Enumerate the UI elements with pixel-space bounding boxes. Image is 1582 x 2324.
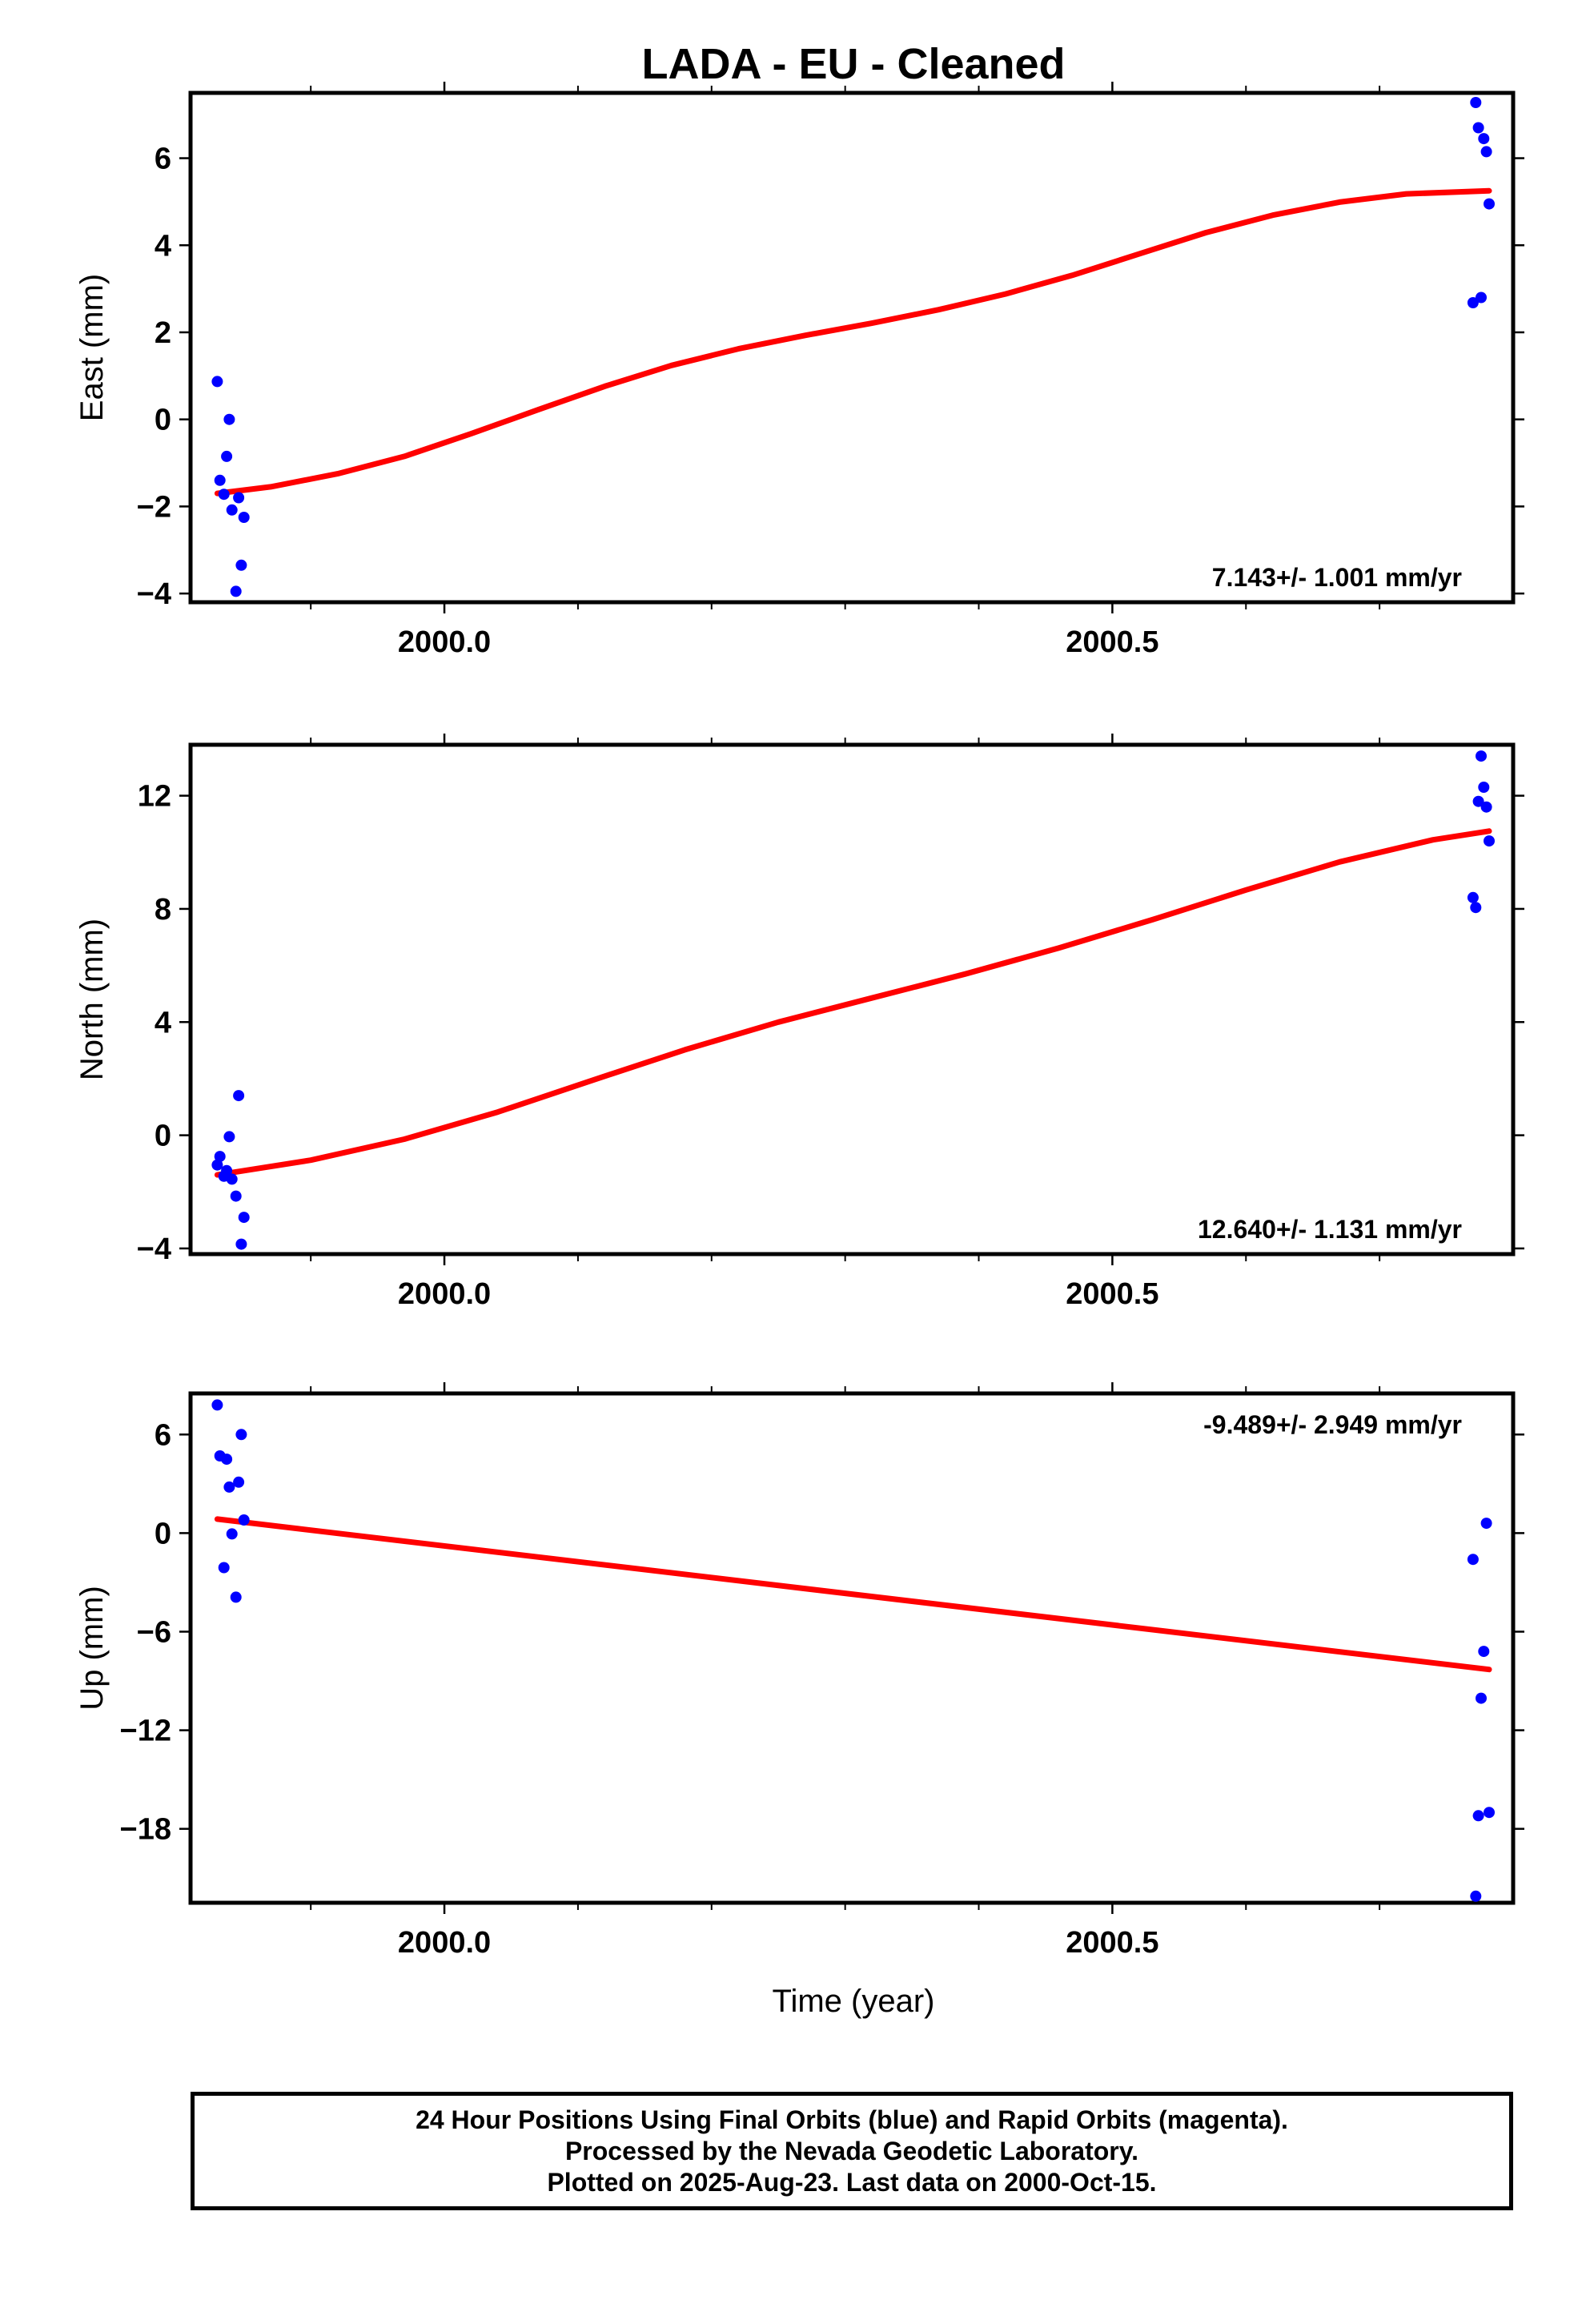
north-y-tick-label: 8 xyxy=(155,893,171,927)
up-data-point xyxy=(1470,1890,1482,1902)
footer-info-box: 24 Hour Positions Using Final Orbits (bl… xyxy=(191,2092,1513,2210)
east-y-tick-label: 0 xyxy=(155,404,171,437)
north-y-axis-label: North (mm) xyxy=(74,919,110,1080)
up-data-point xyxy=(1467,1554,1479,1566)
panels: 2000.0 2000.5 −4 −2 0 2 4 6 East (mm) 7.143+/- 1.… xyxy=(74,82,1524,1960)
up-data-point xyxy=(1472,1810,1484,1822)
footer-line-orbits: 24 Hour Positions Using Final Orbits (bl… xyxy=(416,2105,1288,2134)
north-x-tick-label: 2000.5 xyxy=(1066,1277,1158,1311)
north-trend-line xyxy=(214,828,1492,1178)
up-x-tick-label: 2000.5 xyxy=(1066,1926,1158,1960)
up-data-point xyxy=(233,1476,245,1488)
east-panel: 2000.0 2000.5 −4 −2 0 2 4 6 East (mm) 7.143+/- 1.… xyxy=(74,82,1524,659)
north-data-point xyxy=(226,1173,238,1185)
up-x-tick-label: 2000.0 xyxy=(398,1926,491,1960)
east-data-point xyxy=(235,559,247,571)
east-data-point xyxy=(223,413,235,425)
north-data-point xyxy=(1472,795,1484,807)
north-data-point xyxy=(1476,750,1487,762)
north-x-tick-label: 2000.0 xyxy=(398,1277,491,1311)
up-y-tick-label: −12 xyxy=(120,1715,171,1748)
east-data-point xyxy=(1467,297,1479,308)
north-data-point xyxy=(230,1190,242,1202)
north-data-point xyxy=(214,1151,226,1163)
east-data-point xyxy=(1478,133,1490,145)
up-data-layer xyxy=(211,1399,1495,1902)
east-y-tick-label: −4 xyxy=(137,577,171,611)
up-data-point xyxy=(223,1481,235,1493)
up-data-point xyxy=(238,1514,250,1526)
up-data-point xyxy=(211,1399,223,1411)
east-data-point xyxy=(1472,122,1484,134)
north-rate-label: 12.640+/- 1.131 mm/yr xyxy=(1198,1215,1462,1244)
north-data-point xyxy=(1480,801,1492,813)
east-y-axis-label: East (mm) xyxy=(74,274,110,421)
up-y-tick-label: 0 xyxy=(155,1517,171,1550)
north-data-layer xyxy=(211,750,1495,1250)
east-trend-line xyxy=(214,187,1492,497)
east-data-point xyxy=(233,492,245,504)
up-data-point xyxy=(1484,1807,1495,1819)
north-data-point xyxy=(238,1212,250,1224)
east-data-point xyxy=(1480,146,1492,158)
up-panel: 2000.0 2000.5 −18 −12 −6 0 6 Up (mm) -9.489+/- 2… xyxy=(74,1382,1524,1960)
east-plot-frame xyxy=(188,90,1516,605)
north-panel: 2000.0 2000.5 −4 0 4 8 12 North (mm) 12.640+/- 1… xyxy=(74,734,1524,1311)
chart-title: LADA - EU - Cleaned xyxy=(641,40,1065,88)
east-data-point xyxy=(1476,292,1487,304)
north-y-tick-label: 4 xyxy=(155,1006,171,1039)
east-data-point xyxy=(226,504,238,516)
east-data-point xyxy=(238,512,250,523)
north-data-point xyxy=(1470,902,1482,914)
east-y-tick-label: 2 xyxy=(155,316,171,350)
north-data-point xyxy=(221,1164,233,1176)
x-axis-label: Time (year) xyxy=(773,1984,935,2019)
east-data-point xyxy=(218,489,230,501)
east-x-tick-label: 2000.0 xyxy=(398,625,491,659)
east-data-point xyxy=(221,450,233,462)
east-y-tick-label: −2 xyxy=(137,490,171,524)
north-data-point xyxy=(235,1238,247,1250)
east-data-point xyxy=(214,474,226,486)
east-data-point xyxy=(230,585,242,597)
up-plot-frame xyxy=(188,1391,1516,1905)
east-y-tick-label: 6 xyxy=(155,143,171,176)
footer-line-dates: Plotted on 2025-Aug-23. Last data on 200… xyxy=(547,2167,1157,2197)
up-data-point xyxy=(226,1528,238,1540)
east-y-tick-label: 4 xyxy=(155,229,171,263)
north-y-tick-label: −4 xyxy=(137,1232,171,1266)
up-data-point xyxy=(1476,1692,1487,1704)
north-data-point xyxy=(1484,835,1495,847)
east-data-layer xyxy=(211,97,1495,597)
east-data-point xyxy=(1484,198,1495,210)
north-plot-frame xyxy=(188,742,1516,1256)
east-x-tick-label: 2000.5 xyxy=(1066,625,1158,659)
east-data-point xyxy=(1470,97,1482,108)
north-data-point xyxy=(211,1159,223,1171)
north-y-tick-label: 0 xyxy=(155,1120,171,1153)
north-y-tick-label: 12 xyxy=(138,780,171,814)
east-data-point xyxy=(211,376,223,388)
up-data-point xyxy=(1478,1646,1490,1658)
up-y-tick-label: 6 xyxy=(155,1418,171,1452)
up-y-axis-label: Up (mm) xyxy=(74,1586,110,1711)
up-data-point xyxy=(1480,1518,1492,1530)
up-y-tick-label: −6 xyxy=(137,1615,171,1649)
up-data-point xyxy=(218,1562,230,1574)
up-data-point xyxy=(221,1454,233,1466)
north-data-point xyxy=(1478,782,1490,793)
up-rate-label: -9.489+/- 2.949 mm/yr xyxy=(1203,1410,1462,1439)
up-y-tick-label: −18 xyxy=(120,1813,171,1847)
up-data-point xyxy=(230,1591,242,1603)
footer-line-processor: Processed by the Nevada Geodetic Laborat… xyxy=(564,2136,1139,2165)
up-data-point xyxy=(235,1429,247,1441)
east-rate-label: 7.143+/- 1.001 mm/yr xyxy=(1212,563,1462,592)
north-data-point xyxy=(233,1090,245,1102)
up-trend-line xyxy=(214,1516,1492,1673)
north-data-point xyxy=(223,1131,235,1143)
north-data-point xyxy=(1467,891,1479,903)
